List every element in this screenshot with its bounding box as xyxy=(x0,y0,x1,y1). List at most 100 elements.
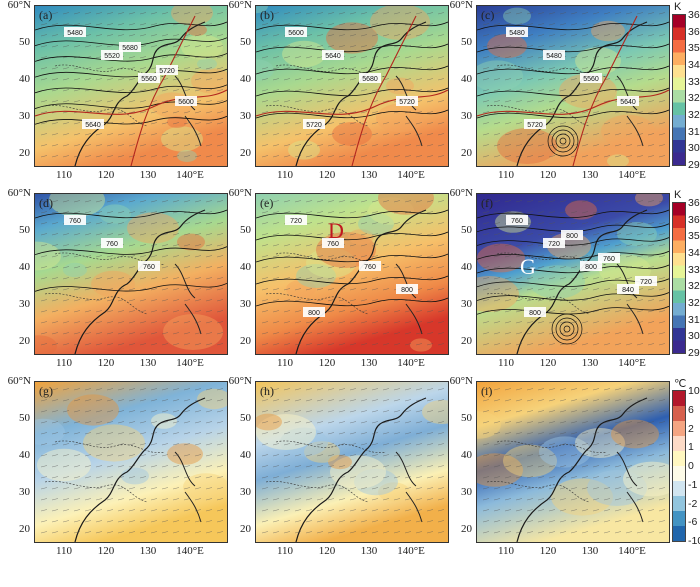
lat-label: 20 xyxy=(19,523,30,535)
panel-label-f: (f) xyxy=(481,196,493,210)
lat-label: 50 xyxy=(19,224,30,236)
contour-label-bg xyxy=(543,238,565,248)
colorbar-tick: 328 xyxy=(688,280,700,293)
contour-label: 800 xyxy=(566,233,578,240)
lat-label: 50 xyxy=(240,224,251,236)
contour-label: 720 xyxy=(548,241,560,248)
colorbar-tick: 320 xyxy=(688,297,700,309)
colorbar-tick: 312 xyxy=(688,313,700,326)
lon-label: 130 xyxy=(581,169,599,181)
contour-label-bg xyxy=(64,27,86,37)
contour-label: 760 xyxy=(364,264,376,271)
map-panel-f: 760 720 800 840 800 800 760 720 (f) xyxy=(476,193,670,355)
lon-label: 110 xyxy=(276,169,294,181)
lat-label: 60°N xyxy=(7,187,31,199)
map-field-b: 5600 5640 5680 5720 5720 xyxy=(256,6,448,166)
lon-label: 110 xyxy=(276,545,294,557)
contour-label: 800 xyxy=(308,310,320,317)
coastline-a xyxy=(74,21,206,166)
contour-label-bg xyxy=(635,276,657,286)
lat-label: 50 xyxy=(19,412,30,424)
lat-label: 40 xyxy=(19,449,30,461)
contour-label: 760 xyxy=(511,218,523,225)
lon-label: 130 xyxy=(360,545,378,557)
contour-label-bg xyxy=(138,73,160,83)
lat-label: 50 xyxy=(461,36,472,48)
contour-label: 5480 xyxy=(509,30,525,37)
lat-label: 30 xyxy=(19,298,30,310)
panel-label-e: (e) xyxy=(260,196,274,210)
lat-label: 60°N xyxy=(449,375,473,387)
lon-label: 110 xyxy=(276,357,294,369)
lat-label: 50 xyxy=(19,36,30,48)
contour-label: 5720 xyxy=(399,99,415,106)
contour-label: 5640 xyxy=(620,99,636,106)
contour-label-bg xyxy=(64,215,86,225)
colorbar-tick: 336 xyxy=(688,75,700,88)
lat-label: 20 xyxy=(240,335,251,347)
lat-label: 30 xyxy=(240,486,251,498)
lat-label: 60°N xyxy=(449,187,473,199)
map-field-a: 5480 5520 5560 5600 5640 5680 5720 xyxy=(35,6,227,166)
colorbar-tick: -2 xyxy=(688,497,698,510)
contour-label-bg xyxy=(156,65,178,75)
lon-label: 120 xyxy=(97,357,115,369)
contour-label-bg xyxy=(561,230,583,240)
lon-label: 140°E xyxy=(397,357,425,369)
contour-label: 760 xyxy=(106,241,118,248)
lon-label: 120 xyxy=(318,545,336,557)
lat-label: 60°N xyxy=(228,0,252,11)
lat-label: 40 xyxy=(461,73,472,85)
colorbar-tick: 6 xyxy=(688,403,694,416)
panel-label-h: (h) xyxy=(260,384,274,398)
lon-label: 130 xyxy=(360,169,378,181)
contour-label-bg xyxy=(359,261,381,271)
contour-label-bg xyxy=(506,27,528,37)
map-field-h xyxy=(256,382,448,542)
contour-label: 5720 xyxy=(527,122,543,129)
colorbar-tick: 2 xyxy=(688,422,694,435)
lon-label: 140°E xyxy=(176,357,204,369)
lon-label: 110 xyxy=(55,545,73,557)
lon-label: 120 xyxy=(318,169,336,181)
lon-label: 120 xyxy=(318,357,336,369)
lon-label: 110 xyxy=(55,169,73,181)
lat-label: 50 xyxy=(461,412,472,424)
lon-label: 130 xyxy=(139,357,157,369)
lat-label: 60°N xyxy=(7,0,31,11)
colorbar-tick: 360 xyxy=(688,25,700,38)
contour-label: 5600 xyxy=(178,99,194,106)
colorbar xyxy=(672,14,686,166)
colorbar-tick: -10 xyxy=(688,535,700,547)
contour-label-bg xyxy=(82,119,104,129)
map-panel-i: (i) xyxy=(476,381,670,543)
colorbar-tick: -1 xyxy=(688,478,698,491)
lon-label: 120 xyxy=(97,169,115,181)
lat-label: 40 xyxy=(19,261,30,273)
colorbar-tick: 1 xyxy=(688,441,694,454)
lat-label: 60°N xyxy=(228,375,252,387)
lat-label: 30 xyxy=(461,486,472,498)
panel-label-i: (i) xyxy=(481,384,493,398)
coastline-h xyxy=(295,397,427,542)
panel-label-d: (d) xyxy=(39,196,53,210)
contour-label: 800 xyxy=(585,264,597,271)
map-panel-a: 5480 5520 5560 5600 5640 5680 5720 (a) xyxy=(34,5,228,167)
map-field-c: 5480 5480 5560 5640 5720 xyxy=(477,6,669,166)
contour-label: 800 xyxy=(401,287,413,294)
contour-label-bg xyxy=(524,307,546,317)
contour-label-bg xyxy=(101,238,123,248)
lat-label: 20 xyxy=(19,335,30,347)
lat-label: 40 xyxy=(461,449,472,461)
high-pressure-letter: G xyxy=(520,254,536,279)
lat-label: 30 xyxy=(461,298,472,310)
lat-label: 50 xyxy=(461,224,472,236)
colorbar-tick: 304 xyxy=(688,142,700,155)
lat-label: 30 xyxy=(240,110,251,122)
lon-label: 140°E xyxy=(618,357,646,369)
contour-label-bg xyxy=(303,307,325,317)
contour-label: 760 xyxy=(143,264,155,271)
lat-label: 30 xyxy=(19,110,30,122)
lat-label: 20 xyxy=(240,523,251,535)
colorbar xyxy=(672,202,686,354)
